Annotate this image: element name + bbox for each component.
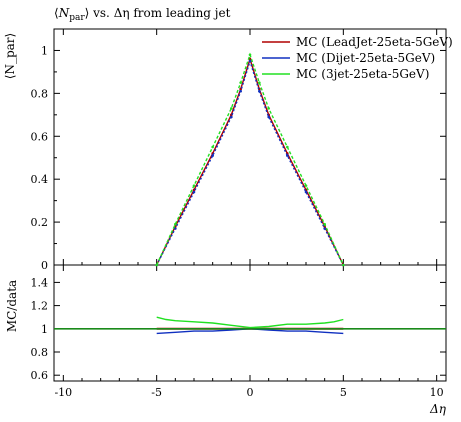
x-tick-label: 10 — [430, 386, 444, 399]
legend-label-1: MC (LeadJet-25eta-5GeV) — [296, 35, 453, 49]
main-series-point-2 — [286, 154, 289, 157]
main-y-tick-label: 1 — [41, 44, 48, 57]
x-tick-label: -10 — [54, 386, 72, 399]
main-series-point-2 — [192, 190, 196, 194]
ratio-y-tick-label: 0.6 — [31, 369, 49, 382]
main-series-line-2 — [156, 58, 344, 266]
title-open: ⟨ — [54, 6, 59, 20]
main-series-point-2 — [230, 115, 233, 119]
main-series-point-3 — [258, 81, 261, 84]
main-y-tick-label: 0.2 — [31, 216, 49, 229]
ratio-y-axis-label: MC/data — [5, 280, 19, 332]
main-series-point-2 — [174, 227, 177, 230]
ratio-plot-frame — [53, 264, 447, 382]
x-tick-label: 5 — [340, 386, 347, 399]
main-y-tick-label: 0 — [41, 259, 48, 272]
ratio-axis-ticks: -10 -5 0 5 10 0.6 0.8 1 1.2 1.4 — [31, 265, 446, 399]
main-series-point-3 — [192, 184, 196, 187]
x-tick-label: -5 — [151, 386, 162, 399]
ratio-series-group — [54, 316, 446, 335]
main-series-point-3 — [174, 222, 177, 226]
main-series-point-2 — [267, 115, 270, 119]
main-series-line-1 — [156, 56, 344, 266]
main-y-axis-label: ⟨N_par⟩ — [3, 33, 17, 79]
main-series-point-2 — [258, 89, 261, 93]
main-series-point-3 — [286, 145, 289, 149]
main-series-point-2 — [211, 154, 214, 157]
main-series-line-3 — [156, 52, 344, 266]
main-y-tick-label: 0.8 — [31, 87, 49, 100]
main-ylabel-text: ⟨N_par⟩ — [3, 33, 17, 79]
main-y-tick-label: 0.6 — [31, 130, 49, 143]
main-series-point-1 — [192, 188, 196, 192]
chart-title: ⟨Npar⟩ vs. Δη from leading jet — [54, 6, 231, 23]
main-series-point-3 — [155, 263, 158, 267]
main-series-point-3 — [211, 145, 214, 149]
title-main: N — [58, 6, 70, 20]
main-series-group — [155, 52, 345, 267]
legend-label-3: MC (3jet-25eta-5GeV) — [296, 67, 429, 81]
main-series-point-3 — [342, 263, 345, 267]
ratio-ylabel-text: MC/data — [5, 280, 19, 332]
title-rest: ⟩ vs. Δη from leading jet — [85, 6, 231, 20]
main-series-point-3 — [323, 222, 326, 226]
main-series-point-3 — [230, 107, 233, 110]
x-axis-label: Δη — [429, 402, 447, 416]
main-axis-ticks: 0 0.2 0.4 0.6 0.8 1 — [31, 28, 446, 272]
main-series-point-3 — [304, 184, 308, 187]
ratio-y-tick-label: 1.2 — [31, 300, 49, 313]
title-sub: par — [69, 13, 85, 23]
ratio-y-tick-label: 1 — [41, 323, 48, 336]
legend-label-2: MC (Dijet-25eta-5GeV) — [296, 51, 435, 65]
x-tick-label: 0 — [247, 386, 254, 399]
main-series-point-2 — [323, 227, 326, 230]
ratio-y-tick-label: 0.8 — [31, 346, 49, 359]
main-series-point-2 — [239, 89, 242, 93]
main-series-point-3 — [267, 107, 270, 110]
main-series-point-3 — [248, 53, 252, 57]
ratio-y-tick-label: 1.4 — [31, 276, 49, 289]
main-series-point-3 — [239, 81, 242, 84]
main-series-point-2 — [304, 190, 308, 194]
ratio-series-line-3 — [156, 316, 344, 329]
legend: MC (LeadJet-25eta-5GeV) MC (Dijet-25eta-5… — [262, 35, 453, 81]
main-series-point-2 — [248, 59, 252, 63]
main-y-tick-label: 0.4 — [31, 173, 49, 186]
